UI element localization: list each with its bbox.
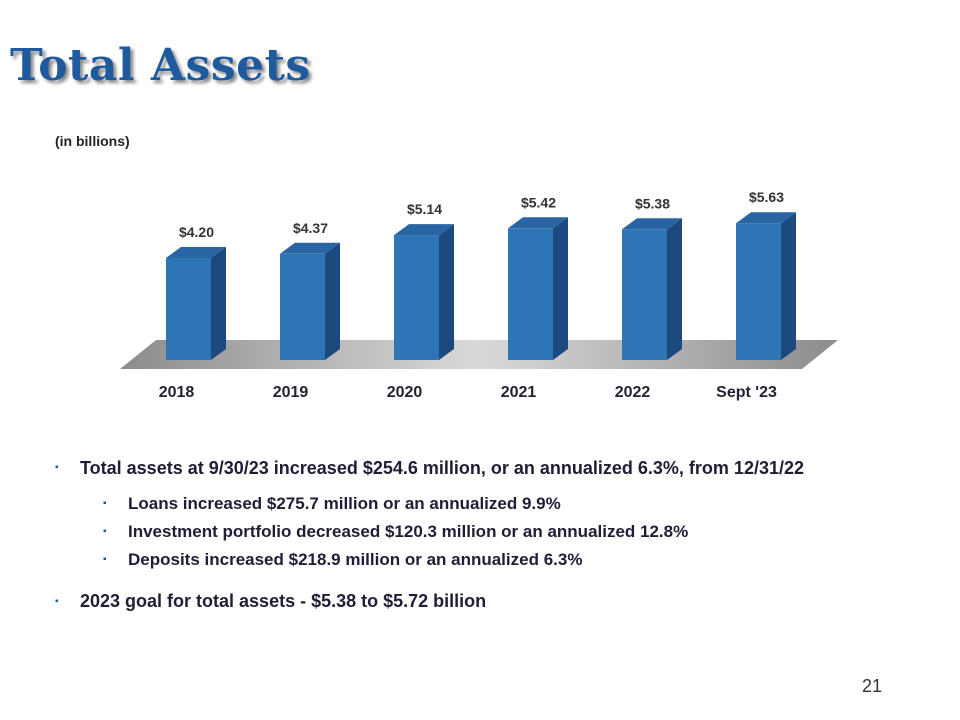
bar-top [508,217,568,229]
bullet-text: 2023 goal for total assets - $5.38 to $5… [80,591,487,611]
value-label: $5.63 [749,189,784,205]
bar-top [280,242,340,254]
sub-bullet-text: Investment portfolio decreased $120.3 mi… [128,522,689,541]
bar [508,217,568,360]
bar [166,246,226,360]
bar-front [394,235,439,360]
page-number: 21 [862,676,883,696]
sub-bullet-item: ▪ Loans increased $275.7 million or an a… [103,490,907,518]
bar-side [439,224,454,360]
value-labels-layer: $4.20 $4.37 $5.14 $5.42 $5.38 $5.63 [179,189,784,240]
category-label: 2021 [501,384,537,401]
bar-top [166,246,226,258]
bar-front [166,257,211,360]
bullet-item: ▪ 2023 goal for total assets - $5.38 to … [55,584,907,619]
chart-floor [120,340,838,369]
category-label: 2020 [387,384,423,401]
bar-chart: $4.20 $4.37$5.14 $5.42 $5.38 $5.63 2018 2019 2… [120,189,838,401]
category-label: 2022 [615,384,651,401]
bullet-list: ▪ Total assets at 9/30/23 increased $254… [55,450,907,619]
bar-side [211,246,226,360]
value-label: $4.20 [179,224,214,240]
bar [280,242,340,360]
bullet-marker: ▪ [103,526,107,537]
bullet-marker: ▪ [55,596,59,607]
value-label: $4.37 [293,220,328,236]
value-label: $5.38 [635,195,670,211]
bullet-marker: ▪ [55,462,59,473]
bar-front [280,253,325,360]
bar-front [736,223,781,360]
bar-top [736,212,796,224]
bar [736,212,796,360]
bar-side [667,218,682,360]
category-label: 2018 [159,384,195,401]
sub-bullet-text: Deposits increased $218.9 million or an … [128,550,583,569]
sub-bullet-item: ▪ Investment portfolio decreased $120.3 … [103,518,907,546]
category-label: Sept '23 [716,384,777,401]
bar-side [325,242,340,360]
sub-bullet-list: ▪ Loans increased $275.7 million or an a… [55,490,907,574]
category-label: 2019 [273,384,309,401]
bar-top [394,224,454,236]
bar-top [622,218,682,230]
bar-side [781,212,796,360]
value-label: $5.42 [521,194,556,210]
bullet-marker: ▪ [103,498,107,509]
bar [622,218,682,360]
category-labels-layer: 2018 2019 2020 2021 2022 Sept '23 [159,384,777,401]
sub-bullet-text: Loans increased $275.7 million or an ann… [128,494,561,513]
bullet-marker: ▪ [103,554,107,565]
units-note: (in billions) [55,133,130,149]
slide-title: Total Assets [10,40,311,91]
bar-side [553,217,568,360]
bar [394,224,454,360]
value-label: $5.14 [407,201,442,217]
bullet-text: Total assets at 9/30/23 increased $254.6… [80,458,804,478]
sub-bullet-item: ▪ Deposits increased $218.9 million or a… [103,546,907,574]
bar-front [508,228,553,360]
bars-layer [166,212,796,360]
bar-front [622,229,667,360]
bullet-item: ▪ Total assets at 9/30/23 increased $254… [55,450,907,486]
